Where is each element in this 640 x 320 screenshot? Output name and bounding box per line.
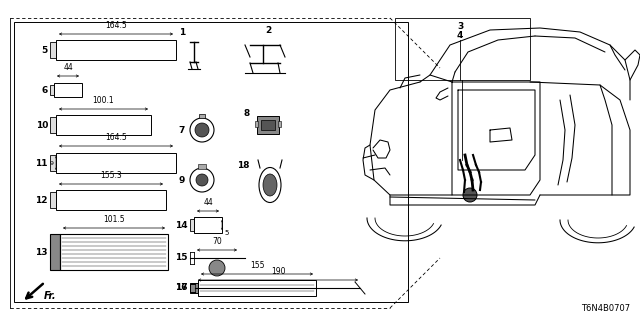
- Text: 9: 9: [50, 161, 54, 165]
- Text: 18: 18: [237, 161, 250, 170]
- Text: 70: 70: [212, 237, 222, 246]
- Text: 155: 155: [250, 261, 264, 270]
- Ellipse shape: [263, 174, 277, 196]
- Text: 100.1: 100.1: [93, 96, 115, 105]
- Bar: [60, 234, 168, 270]
- Bar: [395, 18, 530, 80]
- Text: T6N4B0707: T6N4B0707: [581, 304, 630, 313]
- Text: 101.5: 101.5: [103, 215, 125, 224]
- Bar: [190, 283, 198, 293]
- Circle shape: [209, 260, 225, 276]
- Circle shape: [463, 188, 477, 202]
- Text: 5: 5: [42, 45, 48, 54]
- Bar: [199, 114, 205, 118]
- Text: 6: 6: [42, 85, 48, 94]
- Text: 44: 44: [63, 63, 73, 72]
- Text: 15: 15: [175, 253, 188, 262]
- Bar: [198, 280, 316, 296]
- Bar: [54, 83, 82, 97]
- Text: 11: 11: [35, 158, 48, 167]
- Bar: [278, 121, 281, 127]
- Text: 1: 1: [179, 28, 185, 36]
- Text: 12: 12: [35, 196, 48, 204]
- Bar: [50, 192, 56, 208]
- Text: 155.3: 155.3: [100, 171, 122, 180]
- Bar: [261, 120, 275, 130]
- Text: 44: 44: [203, 198, 213, 207]
- Bar: [56, 40, 176, 60]
- Text: 4: 4: [457, 30, 463, 39]
- Bar: [56, 115, 151, 135]
- Text: 14: 14: [175, 220, 188, 229]
- Bar: [56, 190, 166, 210]
- Text: 16: 16: [175, 284, 188, 292]
- Bar: [14, 22, 408, 302]
- Text: 164.5: 164.5: [105, 133, 127, 142]
- Bar: [257, 116, 279, 134]
- Text: 7: 7: [179, 125, 185, 134]
- Circle shape: [196, 174, 208, 186]
- Bar: [50, 234, 60, 270]
- Bar: [190, 219, 194, 231]
- Bar: [198, 164, 206, 169]
- Bar: [194, 217, 222, 233]
- Bar: [50, 85, 54, 95]
- Text: 13: 13: [35, 247, 48, 257]
- Text: 10: 10: [36, 121, 48, 130]
- Bar: [50, 42, 56, 58]
- Text: 190: 190: [271, 267, 285, 276]
- Text: 8: 8: [244, 108, 250, 117]
- Text: 2: 2: [265, 26, 271, 35]
- Text: Fr.: Fr.: [44, 291, 56, 301]
- Text: 17: 17: [175, 284, 188, 292]
- Text: 9: 9: [179, 175, 185, 185]
- Text: 3: 3: [457, 21, 463, 30]
- Bar: [56, 153, 176, 173]
- Text: 5: 5: [224, 230, 228, 236]
- Bar: [50, 117, 56, 133]
- Bar: [255, 121, 258, 127]
- Bar: [50, 155, 56, 171]
- Circle shape: [195, 123, 209, 137]
- Text: 164.5: 164.5: [105, 21, 127, 30]
